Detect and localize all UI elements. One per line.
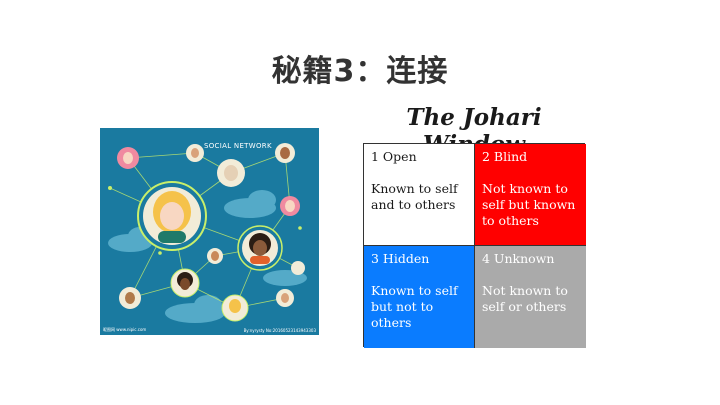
johari-cell-blind: 2 Blind Not known to self but known to o… [475, 144, 586, 246]
johari-cell-hidden: 3 Hidden Known to self but not to others [364, 246, 475, 348]
slide-title: 秘籍3：连接 [271, 54, 449, 89]
cell-heading: 1 Open [371, 149, 417, 164]
cell-body: Known to self but not to others [371, 283, 458, 330]
network-graphic [108, 143, 307, 323]
cell-body: Not known to self but known to others [482, 181, 576, 228]
johari-cell-open: 1 Open Known to self and to others [364, 144, 475, 246]
cell-heading: 4 Unknown [482, 251, 555, 266]
cell-body: Known to self and to others [371, 181, 458, 212]
watermark-left: 昵图网 www.nipic.com [103, 327, 147, 332]
cell-heading: 2 Blind [482, 149, 528, 164]
watermark-right: By:nyrysty No:20160523143943303 [243, 328, 316, 333]
cell-heading: 3 Hidden [371, 251, 430, 266]
cell-body: Not known to self or others [482, 283, 568, 314]
johari-window: 1 Open Known to self and to others 2 Bli… [363, 143, 586, 348]
network-label: SOCIAL NETWORK [204, 142, 272, 150]
johari-cell-unknown: 4 Unknown Not known to self or others [475, 246, 586, 348]
social-network-illustration: SOCIAL NETWORK 昵图网 www.nipic.com By:nyry… [100, 128, 319, 335]
